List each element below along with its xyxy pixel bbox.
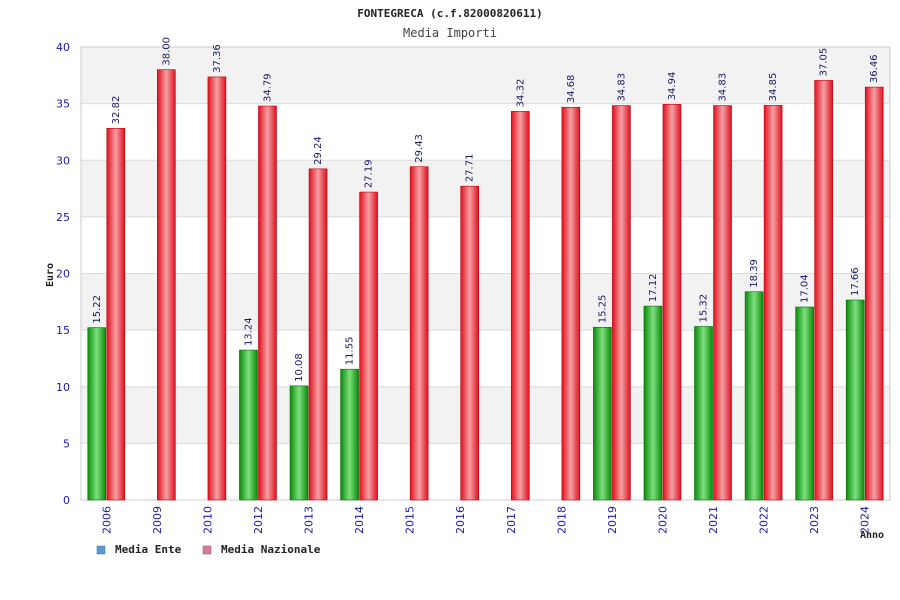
value-label: 32.82	[111, 96, 122, 125]
value-label: 34.94	[667, 72, 678, 101]
value-label: 15.32	[699, 294, 710, 323]
bar-media-ente	[593, 326, 612, 501]
value-label: 10.08	[294, 353, 305, 382]
bar-media-nazionale	[763, 105, 783, 501]
bar-media-nazionale	[510, 111, 530, 501]
value-label: 38.00	[161, 37, 172, 66]
bar-media-nazionale	[308, 168, 328, 501]
value-labels: 15.22 32.82 38.00 37.36 13.24 34.79 10.08 29.24…	[92, 37, 880, 382]
bar-media-nazionale	[106, 128, 126, 501]
legend-swatch-nazionale	[202, 545, 212, 555]
value-label: 34.83	[616, 73, 627, 102]
bar-media-nazionale	[258, 105, 277, 501]
y-axis-label: Euro	[45, 263, 56, 287]
chart-subtitle: Media Importi	[403, 26, 497, 40]
x-tick-label: 2010	[201, 506, 214, 534]
x-tick-label: 2021	[707, 506, 720, 534]
bar-media-ente	[795, 306, 814, 501]
value-label: 37.36	[212, 44, 223, 73]
bar-media-nazionale	[460, 185, 480, 501]
y-tick-label: 25	[56, 211, 70, 224]
x-tick-label: 2012	[252, 506, 265, 534]
bar-media-ente	[340, 368, 359, 501]
value-label: 13.24	[243, 317, 254, 346]
value-label: 15.22	[92, 295, 103, 324]
value-label: 27.19	[364, 159, 375, 188]
value-label: 29.24	[313, 136, 324, 165]
value-label: 34.32	[515, 79, 526, 108]
bar-media-ente	[239, 349, 258, 501]
bar-media-nazionale	[612, 105, 631, 501]
x-tick-label: 2016	[454, 506, 467, 534]
bar-media-nazionale	[713, 105, 732, 501]
value-label: 34.79	[262, 73, 273, 102]
x-tick-label: 2014	[353, 506, 366, 534]
bar-media-nazionale	[864, 86, 884, 501]
legend-label-ente: Media Ente	[115, 543, 182, 556]
value-label: 29.43	[414, 134, 425, 163]
bar-media-ente	[87, 327, 107, 501]
x-tick-label: 2009	[151, 506, 164, 534]
plot-frame	[80, 46, 891, 501]
x-axis-ticks: 2006 2009 2010 2012 2013 2014 2015 2016 2017 2018…	[100, 506, 871, 534]
value-label: 37.05	[819, 48, 830, 77]
value-label: 34.85	[768, 73, 779, 102]
bar-media-nazionale	[662, 104, 682, 501]
x-tick-label: 2017	[505, 506, 518, 534]
x-tick-label: 2023	[808, 506, 821, 534]
bar-media-nazionale	[359, 191, 378, 501]
chart-title: FONTEGRECA (c.f.82000820611)	[357, 7, 542, 20]
y-axis-ticks: 0 5 10 15 20 25 30 35 40	[56, 41, 70, 507]
bar-media-ente	[744, 291, 764, 501]
value-label: 18.39	[749, 259, 760, 288]
y-tick-label: 35	[56, 98, 70, 111]
bar-media-nazionale	[207, 76, 227, 501]
bar-media-ente	[845, 299, 865, 501]
bars	[87, 69, 884, 501]
x-axis-label: Anno	[860, 530, 884, 541]
x-tick-label: 2006	[100, 506, 113, 534]
bar-media-nazionale	[561, 106, 581, 501]
value-label: 17.04	[800, 274, 811, 303]
bar-media-ente	[643, 305, 663, 501]
value-label: 34.68	[566, 75, 577, 104]
value-label: 11.55	[345, 337, 356, 366]
legend-label-nazionale: Media Nazionale	[221, 543, 321, 556]
bar-media-ente	[289, 385, 309, 501]
y-tick-label: 30	[56, 154, 70, 167]
y-tick-label: 15	[56, 324, 70, 337]
x-tick-label: 2013	[303, 506, 316, 534]
legend: Media Ente Media Nazionale	[96, 543, 321, 556]
value-label: 17.66	[850, 267, 861, 296]
y-tick-label: 40	[56, 41, 70, 54]
value-label: 17.12	[648, 273, 659, 302]
y-tick-label: 0	[63, 494, 70, 507]
bar-media-nazionale	[409, 166, 429, 501]
y-tick-label: 20	[56, 268, 70, 281]
bar-media-nazionale	[157, 69, 176, 501]
value-label: 34.83	[718, 73, 729, 102]
bar-media-ente	[694, 326, 713, 501]
x-tick-label: 2018	[555, 506, 568, 534]
legend-swatch-ente	[96, 545, 106, 555]
value-label: 36.46	[869, 54, 880, 83]
x-tick-label: 2019	[606, 506, 619, 534]
bar-media-nazionale	[814, 80, 833, 501]
value-label: 15.25	[597, 295, 608, 324]
x-tick-label: 2020	[656, 506, 669, 534]
value-label: 27.71	[465, 154, 476, 183]
x-tick-label: 2015	[404, 506, 417, 534]
y-tick-label: 5	[63, 437, 70, 450]
x-tick-label: 2024	[859, 506, 872, 534]
y-tick-label: 10	[56, 381, 70, 394]
x-tick-label: 2022	[758, 506, 771, 534]
